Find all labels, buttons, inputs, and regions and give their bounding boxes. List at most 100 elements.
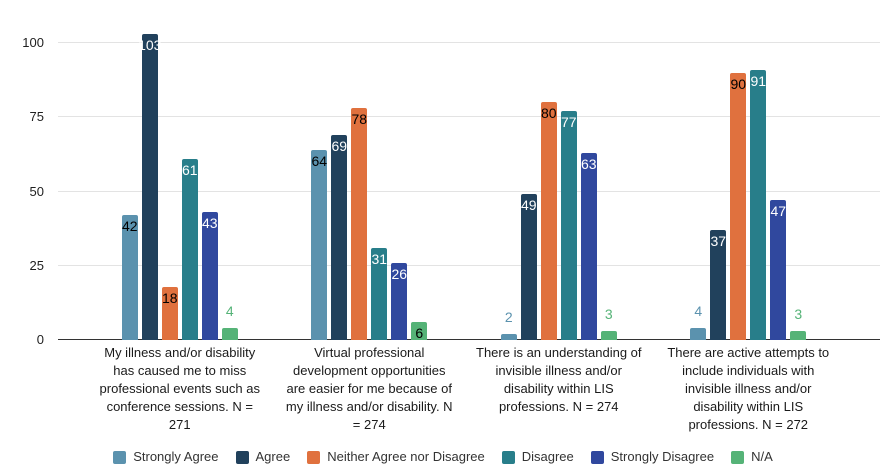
- barwrap: 4: [221, 304, 238, 340]
- bar-group-4: 4 37 90 91 47 3: [654, 0, 844, 340]
- barwrap: 31: [371, 247, 388, 340]
- bar-strongly-disagree-group2[interactable]: [391, 262, 408, 340]
- barwrap: 78: [351, 108, 368, 340]
- legend-label: Disagree: [521, 449, 574, 464]
- value-label: 4: [225, 303, 234, 320]
- legend-label: Strongly Disagree: [610, 449, 715, 464]
- x-axis-labels: My illness and/or disability has caused …: [85, 344, 843, 434]
- barwrap: 90: [730, 72, 747, 340]
- value-label: 103: [138, 37, 162, 54]
- barwrap: 43: [201, 212, 218, 340]
- bar-strongly-agree-group4[interactable]: [690, 328, 707, 340]
- value-label: 91: [750, 72, 767, 89]
- bar-strongly-agree-group3[interactable]: [500, 334, 517, 340]
- gridline-50: [58, 190, 880, 192]
- barwrap: 91: [750, 69, 767, 340]
- value-label: 64: [311, 152, 328, 169]
- legend-item-neither-agree-nor-disagree: Neither Agree nor Disagree: [307, 449, 485, 465]
- legend-item-agree: Agree: [235, 449, 290, 465]
- bar-agree-group3[interactable]: [520, 194, 537, 340]
- bar-strongly-disagree-group4[interactable]: [770, 200, 787, 340]
- bar-neither-agree-nor-disagree-group1[interactable]: [161, 286, 178, 340]
- bar-disagree-group3[interactable]: [560, 111, 577, 340]
- value-label: 90: [730, 75, 747, 92]
- bar-group-1: 42 103 18 61 43 4: [85, 0, 275, 340]
- value-label: 77: [560, 114, 577, 131]
- legend-swatch-icon: [113, 450, 127, 464]
- barwrap: 63: [580, 152, 597, 340]
- value-label: 69: [331, 138, 348, 155]
- bar-agree-group1[interactable]: [141, 34, 158, 340]
- bar-disagree-group1[interactable]: [181, 158, 198, 340]
- gridline-25: [58, 264, 880, 266]
- bar-strongly-disagree-group1[interactable]: [201, 212, 218, 340]
- barwrap: 3: [790, 307, 807, 340]
- barwrap: 103: [138, 34, 161, 340]
- barwrap: 47: [770, 200, 787, 340]
- barwrap: 69: [331, 135, 348, 340]
- value-label: 47: [770, 203, 787, 220]
- legend-label: N/A: [751, 449, 773, 464]
- bar-neither-agree-nor-disagree-group3[interactable]: [540, 102, 557, 340]
- value-label: 3: [794, 306, 803, 323]
- barwrap: 4: [690, 304, 707, 340]
- bar-strongly-agree-group1[interactable]: [121, 215, 138, 340]
- barwrap: 42: [121, 215, 138, 340]
- legend-item-strongly-agree: Strongly Agree: [113, 449, 219, 465]
- y-tick-label-0: 0: [36, 332, 44, 347]
- value-label: 4: [694, 303, 703, 320]
- legend-item-strongly-disagree: Strongly Disagree: [590, 449, 715, 465]
- legend-swatch-icon: [731, 450, 745, 464]
- x-axis-baseline: [58, 339, 880, 340]
- bar-n-a-group2[interactable]: [411, 322, 428, 340]
- value-label: 80: [540, 105, 557, 122]
- bar-n-a-group4[interactable]: [790, 331, 807, 340]
- category-label-3: There is an understanding of invisible i…: [476, 345, 642, 414]
- barwrap: 3: [600, 307, 617, 340]
- bar-strongly-disagree-group3[interactable]: [580, 152, 597, 340]
- value-label: 26: [391, 265, 408, 282]
- barwrap: 77: [560, 111, 577, 340]
- bar-n-a-group1[interactable]: [221, 328, 238, 340]
- barwrap: 64: [311, 149, 328, 340]
- bar-groups: 42 103 18 61 43 4 64 69 78 31 26 6 2 49 80 77 63 3 4 37 90 91…: [85, 0, 843, 340]
- value-label: 49: [520, 197, 537, 214]
- barwrap: 6: [411, 322, 428, 340]
- y-tick-label-75: 75: [29, 109, 44, 125]
- bar-group-2: 64 69 78 31 26 6: [275, 0, 465, 340]
- value-label: 63: [580, 155, 597, 172]
- bar-strongly-agree-group2[interactable]: [311, 149, 328, 340]
- y-tick-label-50: 50: [29, 183, 44, 199]
- barwrap: 61: [181, 158, 198, 340]
- gridline-75: [58, 116, 880, 118]
- legend-item-n-a: N/A: [731, 449, 773, 465]
- plot-area: 42 103 18 61 43 4 64 69 78 31 26 6 2 49 80 77 63 3 4 37 90 91…: [58, 0, 880, 340]
- category-label-4: There are active attempts to include ind…: [667, 345, 830, 432]
- bar-agree-group4[interactable]: [710, 230, 727, 340]
- bar-neither-agree-nor-disagree-group4[interactable]: [730, 72, 747, 340]
- bar-neither-agree-nor-disagree-group2[interactable]: [351, 108, 368, 340]
- bar-n-a-group3[interactable]: [600, 331, 617, 340]
- bar-agree-group2[interactable]: [331, 135, 348, 340]
- y-tick-label-25: 25: [29, 257, 44, 273]
- value-label: 61: [181, 161, 198, 178]
- barwrap: 49: [520, 194, 537, 340]
- legend-item-disagree: Disagree: [501, 449, 574, 465]
- gridline-100: [58, 42, 880, 43]
- legend-swatch-icon: [590, 450, 604, 464]
- value-label: 31: [371, 250, 388, 267]
- value-label: 2: [504, 309, 513, 326]
- value-label: 18: [161, 289, 178, 306]
- barwrap: 26: [391, 262, 408, 340]
- bar-disagree-group2[interactable]: [371, 247, 388, 340]
- bar-group-3: 2 49 80 77 63 3: [464, 0, 654, 340]
- category-label-1: My illness and/or disability has caused …: [99, 345, 260, 432]
- value-label: 42: [121, 218, 138, 235]
- bar-disagree-group4[interactable]: [750, 69, 767, 340]
- barwrap: 37: [710, 230, 727, 340]
- legend-swatch-icon: [501, 450, 515, 464]
- legend-swatch-icon: [307, 450, 321, 464]
- legend-label: Neither Agree nor Disagree: [327, 449, 485, 464]
- category-label-2: Virtual professional development opportu…: [285, 345, 453, 432]
